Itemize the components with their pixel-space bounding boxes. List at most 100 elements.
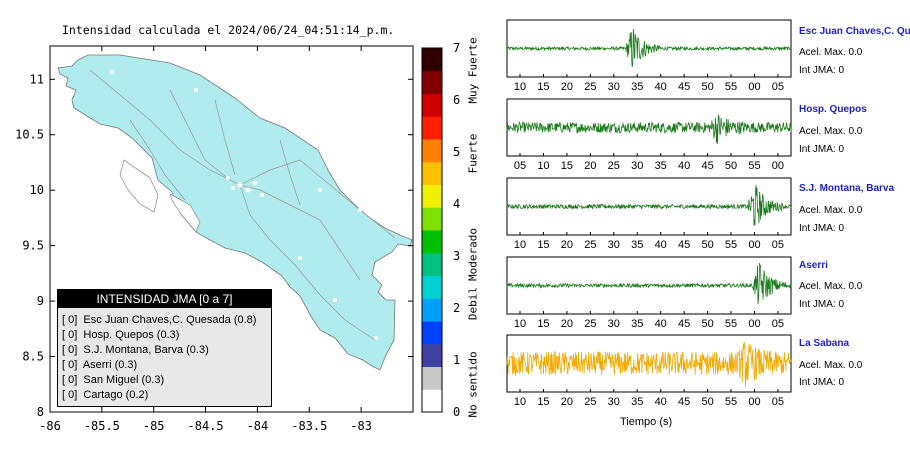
trace-tick-label: 05	[772, 239, 784, 251]
trace-tick-label: 35	[631, 81, 643, 93]
legend-header: INTENSIDAD JMA [0 a 7]	[58, 290, 271, 308]
colorbar: 0 1 2 3 4 5 6 7	[421, 41, 460, 419]
colorbar-segment	[422, 321, 442, 345]
map-y-tick-label: 8.5	[22, 350, 44, 364]
map-x-tick-label: -84	[247, 419, 269, 433]
trace-tick-label: 50	[725, 160, 737, 172]
trace-tick-label: 20	[561, 318, 573, 330]
map-x-tick-label: -84.5	[188, 419, 224, 433]
station-int: Int JMA: 0	[799, 223, 845, 234]
station-int: Int JMA: 0	[799, 299, 845, 310]
nicoya-coast	[119, 159, 159, 213]
trace-tick-label: 00	[748, 396, 760, 408]
trace-tick-label: 35	[631, 318, 643, 330]
trace-tick-label: 20	[561, 239, 573, 251]
station-acel: Acel. Max. 0.0	[799, 47, 863, 58]
legend-item-value: [ 0]	[62, 314, 78, 326]
station-name: La Sabana	[799, 338, 850, 349]
legend-item: [ 0] S.J. Montana, Barva (0.3)	[62, 344, 209, 356]
waveform-line	[506, 263, 792, 305]
colorbar-tick-label: 1	[453, 353, 460, 367]
trace-tick-label: 20	[561, 81, 573, 93]
map-y-tick-label: 10.5	[15, 128, 44, 142]
trace-tick-label: 45	[701, 160, 713, 172]
gulf-of-nicoya	[169, 193, 201, 233]
station-name: Esc Juan Chaves,C. Qu	[799, 26, 910, 37]
map-x-tick-label: -83.5	[291, 419, 327, 433]
map-x-tick-label: -85.5	[84, 419, 120, 433]
trace-tick-label: 45	[678, 239, 690, 251]
colorbar-frame	[421, 47, 443, 413]
colorbar-segment	[422, 389, 442, 413]
trace-tick-label: 30	[608, 318, 620, 330]
city-markers	[110, 70, 378, 340]
trace-tick-label: 50	[701, 81, 713, 93]
trace-tick-label: 15	[561, 160, 573, 172]
trace-tick-label: 50	[701, 239, 713, 251]
trace-tick-label: 55	[725, 81, 737, 93]
station-name: S.J. Montana, Barva	[799, 183, 895, 194]
colorbar-tick-label: 5	[453, 145, 460, 159]
trace-tick-label: 55	[725, 318, 737, 330]
trace-tick-label: 30	[608, 81, 620, 93]
colorbar-segment	[422, 184, 442, 208]
map-title: Intensidad calculada el 2024/06/24_04:51…	[62, 23, 395, 37]
station-name: Hosp. Quepos	[799, 104, 867, 115]
trace-tick-label: 00	[748, 318, 760, 330]
colorbar-segment	[422, 93, 442, 117]
trace-tick-label: 25	[584, 318, 596, 330]
legend-item-value: [ 0]	[62, 389, 78, 401]
trace-tick-label: 15	[537, 396, 549, 408]
trace-tick-label: 25	[584, 81, 596, 93]
map-y-tick-label: 10	[30, 183, 44, 197]
intensity-legend: INTENSIDAD JMA [0 a 7] [ 0] Esc Juan Cha…	[57, 289, 272, 407]
trace-tick-label: 00	[772, 160, 784, 172]
colorbar-segment	[422, 298, 442, 322]
trace-tick-label: 15	[537, 318, 549, 330]
legend-item: [ 0] Aserri (0.3)	[62, 359, 137, 371]
trace-tick-label: 55	[725, 396, 737, 408]
trace-tick-label: 15	[537, 239, 549, 251]
costa-rica-land	[57, 54, 413, 371]
legend-item-value: [ 0]	[62, 359, 78, 371]
trace-tick-label: 30	[608, 239, 620, 251]
trace-tick-label: 10	[514, 396, 526, 408]
trace-tick-label: 40	[655, 318, 667, 330]
station-acel: Acel. Max. 0.0	[799, 281, 863, 292]
trace-tick-label: 20	[584, 160, 596, 172]
station-int: Int JMA: 0	[799, 144, 845, 155]
legend-item-label: Esc Juan Chaves,C. Quesada (0.8)	[83, 314, 257, 326]
trace-tick-label: 10	[514, 318, 526, 330]
map-axes: -86 -85.5 -85 -84.5 -84 -83.5 -83 8 8.5 9 9.5 10 10.…	[15, 46, 413, 433]
trace-tick-label: 05	[514, 160, 526, 172]
colorbar-segment	[422, 230, 442, 254]
trace-tick-label: 35	[655, 160, 667, 172]
legend-item-label: Cartago (0.2)	[83, 389, 149, 401]
trace-tick-label: 55	[748, 160, 760, 172]
trace-tick-label: 50	[701, 396, 713, 408]
trace-tick-label: 40	[655, 396, 667, 408]
map-y-tick-label: 9	[37, 294, 44, 308]
trace-tick-label: 00	[748, 81, 760, 93]
station-int: Int JMA: 0	[799, 65, 845, 76]
trace-tick-label: 30	[631, 160, 643, 172]
legend-item-label: Hosp. Quepos (0.3)	[83, 329, 180, 341]
legend-item: [ 0] Esc Juan Chaves,C. Quesada (0.8)	[62, 314, 256, 326]
station-acel: Acel. Max. 0.0	[799, 360, 863, 371]
legend-item: [ 0] Cartago (0.2)	[62, 389, 148, 401]
trace-tick-label: 50	[701, 318, 713, 330]
trace-tick-label: 55	[725, 239, 737, 251]
colorbar-segment	[422, 116, 442, 140]
colorbar-tick-label: 3	[453, 249, 460, 263]
station-acel: Acel. Max. 0.0	[799, 126, 863, 137]
map-x-tick-label: -83	[350, 419, 372, 433]
colorbar-tick-label: 7	[453, 41, 460, 55]
station-acel: Acel. Max. 0.0	[799, 205, 863, 216]
waveform-line	[506, 114, 792, 144]
colorbar-tick-label: 0	[453, 405, 460, 419]
legend-item-value: [ 0]	[62, 329, 78, 341]
legend-item-label: S.J. Montana, Barva (0.3)	[83, 344, 209, 356]
colorbar-segment	[422, 275, 442, 299]
station-name: Aserri	[799, 260, 828, 271]
